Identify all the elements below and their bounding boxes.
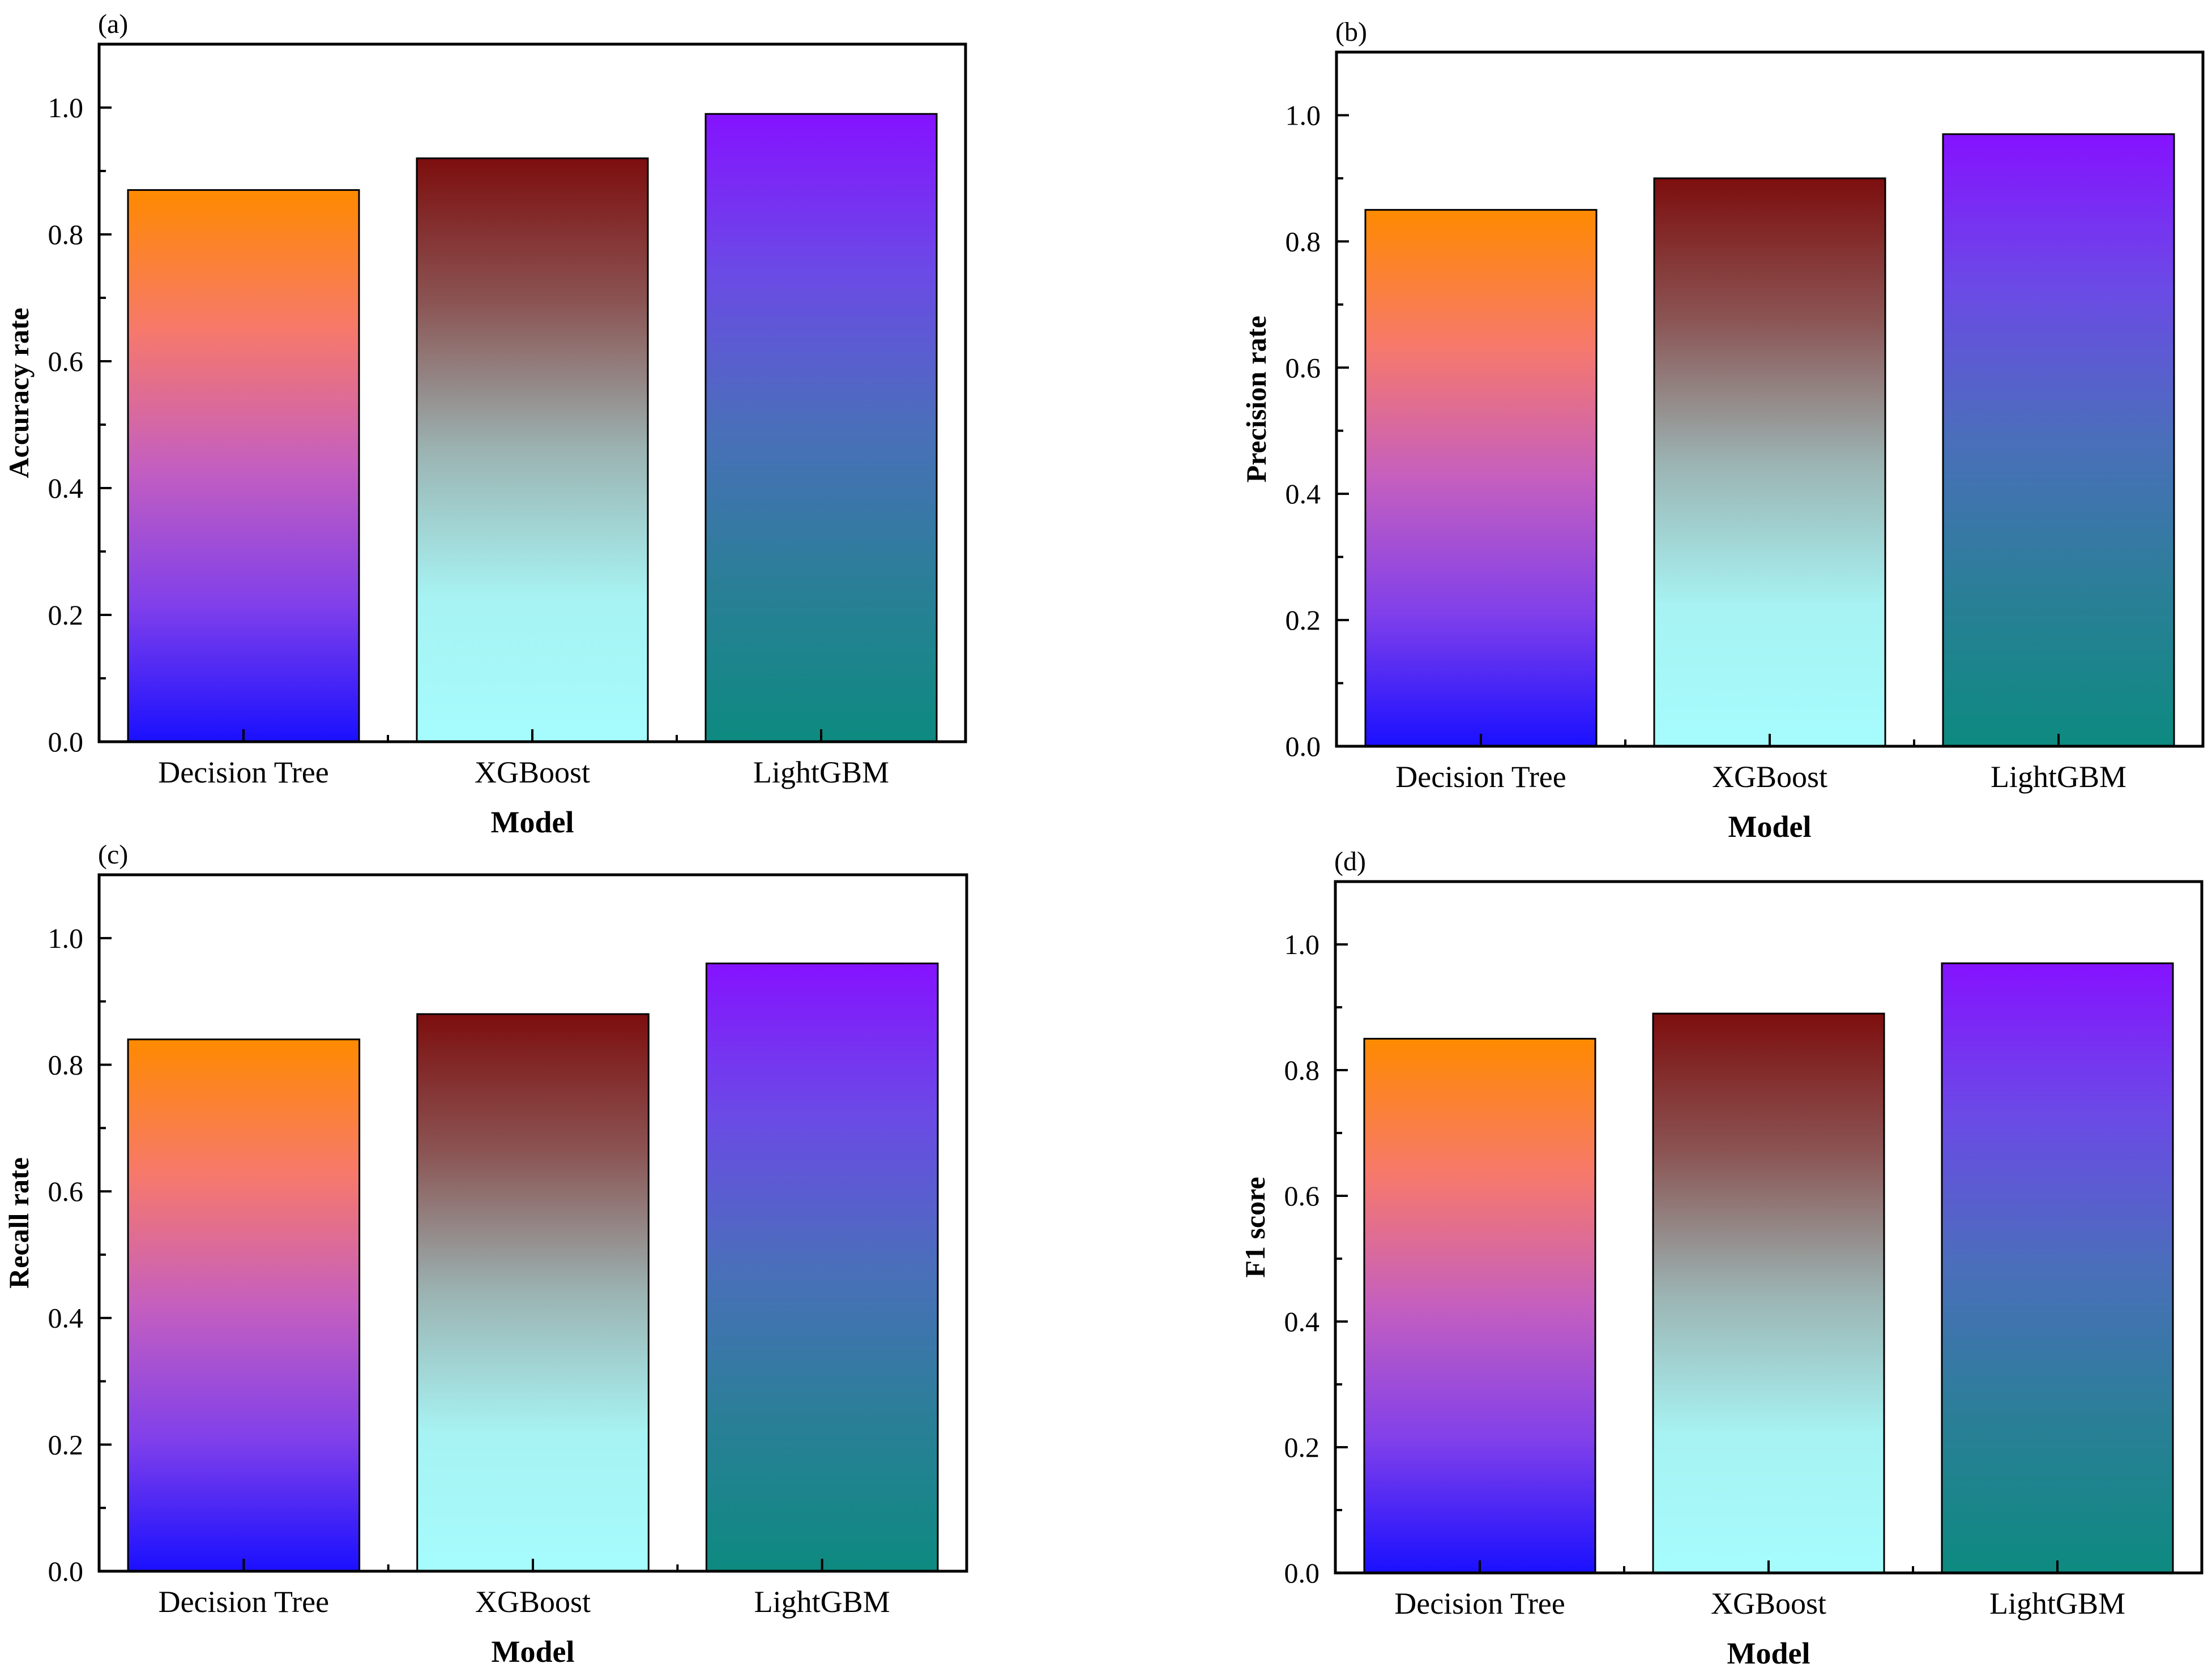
bar-lightgbm bbox=[1941, 962, 2174, 1574]
y-tick-label: 0.0 bbox=[1286, 730, 1321, 762]
x-tick-label: XGBoost bbox=[1711, 1587, 1826, 1620]
chart-panel-a: 0.0 0.2 0.4 0.6 0.8 1.0 Decision Tree XGBoost Li… bbox=[3, 9, 967, 839]
x-tick-label: XGBoost bbox=[1712, 760, 1827, 794]
x-tick-label: Decision Tree bbox=[1395, 760, 1566, 794]
panel-label: (a) bbox=[98, 9, 128, 39]
y-axis-title: Precision rate bbox=[1240, 316, 1272, 483]
y-tick-label: 0.8 bbox=[1286, 225, 1321, 257]
y-tick-label: 0.8 bbox=[1284, 1054, 1320, 1086]
bar-xgboost bbox=[1653, 177, 1886, 747]
panel-label: (d) bbox=[1334, 846, 1366, 876]
x-tick-label: Decision Tree bbox=[1394, 1587, 1565, 1620]
y-tick-label: 0.0 bbox=[48, 726, 84, 758]
x-tick-label: XGBoost bbox=[475, 1585, 591, 1619]
y-tick-label: 0.4 bbox=[1286, 478, 1321, 510]
x-axis-title: Model bbox=[492, 1635, 575, 1669]
x-axis-title: Model bbox=[491, 805, 574, 839]
chart-panel-c: 0.0 0.2 0.4 0.6 0.8 1.0 Decision Tree XGBoost Li… bbox=[3, 840, 968, 1669]
panel-label: (b) bbox=[1335, 17, 1367, 47]
bar-decision-tree bbox=[1364, 209, 1598, 747]
y-axis-title: F1 score bbox=[1239, 1177, 1271, 1277]
x-tick-label: LightGBM bbox=[1991, 760, 2126, 794]
y-tick-label: 1.0 bbox=[48, 922, 84, 954]
bar-lightgbm bbox=[704, 113, 938, 743]
bar-xgboost bbox=[1652, 1012, 1885, 1574]
bar-xgboost bbox=[416, 1013, 650, 1572]
bar-decision-tree bbox=[127, 1038, 361, 1572]
y-tick-label: 0.6 bbox=[1284, 1180, 1320, 1212]
y-tick-label: 1.0 bbox=[1286, 99, 1321, 131]
x-axis-title: Model bbox=[1728, 810, 1812, 844]
y-tick-label: 0.2 bbox=[48, 599, 84, 631]
bar-lightgbm bbox=[1942, 133, 2175, 747]
panel-label: (c) bbox=[98, 840, 128, 870]
chart-panel-d: 0.0 0.2 0.4 0.6 0.8 1.0 Decision Tree XGBoost Li… bbox=[1239, 846, 2204, 1670]
y-tick-label: 0.4 bbox=[48, 1302, 84, 1334]
chart-panel-b: 0.0 0.2 0.4 0.6 0.8 1.0 Decision Tree XGBoost Li… bbox=[1240, 17, 2205, 844]
y-tick-label: 0.6 bbox=[48, 1175, 84, 1207]
y-tick-label: 1.0 bbox=[1284, 929, 1320, 960]
y-tick-label: 0.2 bbox=[48, 1429, 84, 1460]
y-axis-title: Accuracy rate bbox=[3, 307, 35, 478]
bar-decision-tree bbox=[1363, 1038, 1596, 1574]
y-tick-label: 0.4 bbox=[48, 472, 84, 504]
y-tick-label: 0.2 bbox=[1286, 604, 1321, 636]
y-axis-title: Recall rate bbox=[3, 1157, 35, 1289]
y-tick-label: 0.8 bbox=[48, 1049, 84, 1080]
x-tick-label: LightGBM bbox=[754, 1585, 890, 1619]
y-tick-label: 0.8 bbox=[48, 219, 84, 250]
y-tick-label: 0.2 bbox=[1284, 1431, 1320, 1463]
x-axis-title: Model bbox=[1727, 1636, 1810, 1670]
y-tick-label: 0.0 bbox=[48, 1555, 84, 1587]
bar-lightgbm bbox=[705, 963, 939, 1572]
x-tick-label: Decision Tree bbox=[158, 755, 328, 789]
y-tick-label: 0.6 bbox=[1286, 352, 1321, 383]
y-tick-label: 0.4 bbox=[1284, 1306, 1320, 1337]
y-tick-label: 0.6 bbox=[48, 345, 84, 377]
x-tick-label: Decision Tree bbox=[159, 1585, 329, 1619]
bar-decision-tree bbox=[127, 189, 360, 743]
y-tick-label: 0.0 bbox=[1284, 1557, 1320, 1589]
x-tick-label: LightGBM bbox=[753, 755, 889, 789]
x-tick-label: XGBoost bbox=[475, 755, 590, 789]
y-tick-label: 1.0 bbox=[48, 92, 84, 123]
bar-xgboost bbox=[416, 157, 649, 743]
x-tick-label: LightGBM bbox=[1989, 1587, 2125, 1620]
